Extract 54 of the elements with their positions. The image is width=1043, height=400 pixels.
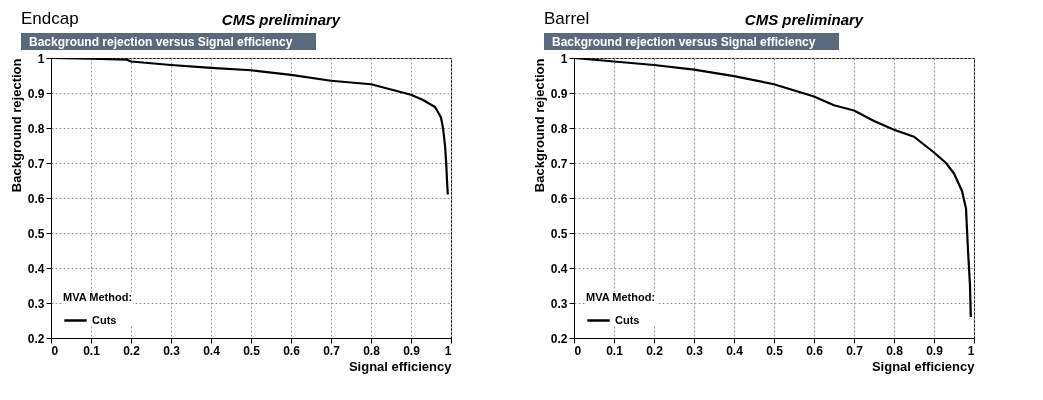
y-tick-label: 0.3	[550, 296, 568, 311]
y-tick-label: 0.5	[550, 226, 568, 241]
x-tick-label: 0.1	[83, 343, 101, 358]
y-tick-label: 0.9	[550, 86, 568, 101]
text: CMS preliminary	[744, 11, 864, 28]
y-tick-label: 0.2	[550, 331, 568, 346]
x-tick-label: 0.5	[766, 343, 784, 358]
x-tick-label: 0.9	[926, 343, 944, 358]
y-axis-title: Background rejection	[531, 58, 547, 193]
legend-label: Cuts	[92, 313, 117, 326]
y-tick-label: 0.6	[550, 191, 568, 206]
legend-label: Cuts	[615, 313, 640, 326]
x-tick-label: 0.8	[363, 343, 381, 358]
chart-title: Endcap	[21, 9, 79, 28]
x-tick-label: 0.4	[203, 343, 221, 358]
y-tick-label: 0.6	[27, 191, 45, 206]
chart-subtitle: Background rejection versus Signal efficiency	[29, 35, 293, 49]
x-tick-label: 0.2	[646, 343, 664, 358]
y-tick-label: 0.7	[550, 156, 568, 171]
chart-subtitle: Background rejection versus Signal efficiency	[552, 35, 816, 49]
x-tick-label: 0.9	[403, 343, 421, 358]
y-tick-label: 0.8	[550, 121, 568, 136]
x-tick-label: 0.3	[163, 343, 181, 358]
y-axis-title: Background rejection	[8, 58, 24, 193]
x-tick-label: 1	[967, 343, 975, 358]
x-tick-label: 0.6	[283, 343, 301, 358]
x-tick-label: 1	[444, 343, 452, 358]
x-tick-label: 0.4	[726, 343, 744, 358]
y-tick-label: 0.9	[27, 86, 45, 101]
x-tick-label: 0.7	[846, 343, 864, 358]
x-axis-title: Signal efficiency	[348, 358, 453, 374]
x-axis-title: Signal efficiency	[871, 358, 976, 374]
y-tick-label: 1	[37, 51, 45, 66]
text: CMS preliminary	[221, 11, 341, 28]
x-tick-label: 0	[574, 343, 582, 358]
y-tick-label: 1	[560, 51, 568, 66]
legend-title: MVA Method:	[586, 291, 656, 303]
y-tick-label: 0.4	[27, 261, 45, 276]
x-tick-label: 0.8	[886, 343, 904, 358]
y-tick-label: 0.4	[550, 261, 568, 276]
x-tick-label: 0.5	[243, 343, 261, 358]
y-tick-label: 0.5	[27, 226, 45, 241]
x-tick-label: 0	[51, 343, 59, 358]
x-tick-label: 0.1	[606, 343, 624, 358]
x-tick-label: 0.7	[323, 343, 341, 358]
x-tick-label: 0.3	[686, 343, 704, 358]
y-tick-label: 0.8	[27, 121, 45, 136]
chart-title: Barrel	[544, 9, 590, 28]
y-tick-label: 0.7	[27, 156, 45, 171]
y-tick-label: 0.2	[27, 331, 45, 346]
y-tick-label: 0.3	[27, 296, 45, 311]
legend-title: MVA Method:	[63, 291, 133, 303]
x-tick-label: 0.2	[123, 343, 141, 358]
x-tick-label: 0.6	[806, 343, 824, 358]
